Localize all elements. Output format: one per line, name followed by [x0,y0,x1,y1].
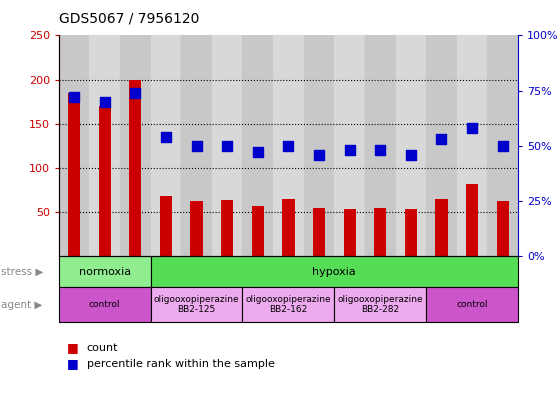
Bar [59,256,151,287]
Bar [365,35,395,256]
Text: agent ▶: agent ▶ [1,299,43,310]
Point [468,125,477,131]
Bar [151,35,181,256]
Point [223,143,232,149]
Bar [242,35,273,256]
Bar [313,208,325,256]
Text: normoxia: normoxia [78,266,131,277]
Point [192,143,201,149]
Bar [426,287,518,322]
Bar [129,79,142,256]
Bar [99,106,111,256]
Text: control: control [456,300,488,309]
Bar [426,35,457,256]
Bar [59,287,151,322]
Text: percentile rank within the sample: percentile rank within the sample [87,358,274,369]
Bar [273,35,304,256]
Point [437,136,446,142]
Bar [282,199,295,256]
Point [284,143,293,149]
Bar [304,35,334,256]
Text: oligooxopiperazine
BB2-125: oligooxopiperazine BB2-125 [154,295,239,314]
Text: count: count [87,343,118,353]
Bar [435,199,447,256]
Text: hypoxia: hypoxia [312,266,356,277]
Bar [221,200,234,256]
Bar [334,35,365,256]
Bar [68,93,80,256]
Point [345,147,354,153]
Bar [181,35,212,256]
Bar [405,209,417,256]
Bar [59,35,90,256]
Text: GDS5067 / 7956120: GDS5067 / 7956120 [59,11,199,26]
Bar [90,35,120,256]
Bar [343,209,356,256]
Bar [190,201,203,256]
Bar [242,287,334,322]
Bar [374,208,386,256]
Point [69,94,78,100]
Bar [120,35,151,256]
Point [407,151,416,158]
Point [100,98,109,105]
Bar [151,256,518,287]
Bar [395,35,426,256]
Bar [466,184,478,256]
Text: ■: ■ [67,341,79,354]
Point [131,90,140,96]
Bar [151,287,242,322]
Text: ■: ■ [67,357,79,370]
Text: stress ▶: stress ▶ [1,266,44,277]
Bar [497,201,509,256]
Bar [487,35,518,256]
Text: control: control [89,300,120,309]
Text: oligooxopiperazine
BB2-282: oligooxopiperazine BB2-282 [338,295,423,314]
Bar [457,35,487,256]
Point [498,143,507,149]
Bar [334,287,426,322]
Point [253,149,262,156]
Bar [212,35,242,256]
Text: oligooxopiperazine
BB2-162: oligooxopiperazine BB2-162 [246,295,331,314]
Bar [251,206,264,256]
Point [315,151,324,158]
Point [161,134,170,140]
Point [376,147,385,153]
Bar [160,196,172,256]
